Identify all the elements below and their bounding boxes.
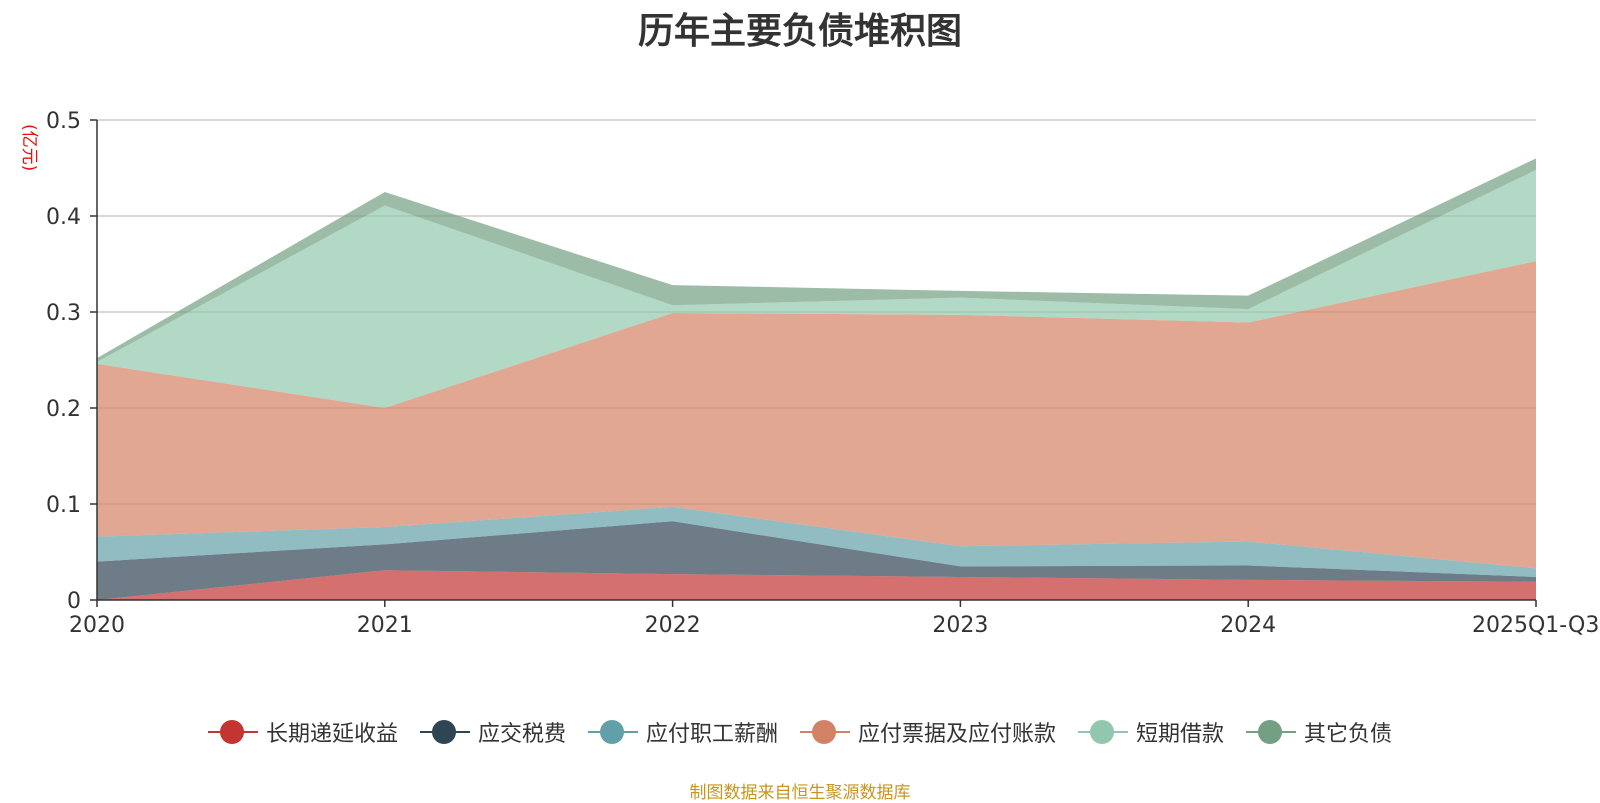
x-tick-label: 2024 [1220,613,1276,638]
y-tick-label: 0.2 [46,397,81,422]
legend-label: 短期借款 [1136,722,1225,747]
legend-item[interactable]: 其它负债 [1246,716,1392,748]
y-tick-label: 0.4 [46,205,81,230]
area-应付票据及应付账款 [97,261,1536,569]
legend-marker-icon [207,719,258,745]
area-短期借款 [97,169,1536,408]
legend-label: 应交税费 [477,722,566,747]
legend-label: 应付职工薪酬 [645,722,778,747]
legend-marker-icon [800,719,850,745]
legend-marker-icon [419,719,470,745]
legend-label: 应付票据及应付账款 [858,722,1057,747]
legend-marker-icon [1246,719,1297,745]
legend-item[interactable]: 应交税费 [419,716,566,748]
y-tick-label: 0.5 [46,109,81,134]
x-tick-label: 2023 [932,613,988,638]
legend-label: 其它负债 [1304,722,1393,747]
axes: 0 0.1 0.2 0.3 0.4 0.5 2020 2021 2022 2023 2024 2025… [46,109,1599,638]
area-应付职工薪酬 [97,506,1536,577]
legend-marker-icon [1078,719,1129,745]
area-长期递延收益 [97,570,1536,600]
stacked-area-chart: 0 0.1 0.2 0.3 0.4 0.5 2020 2021 2022 2023 2024 2025… [46,109,1599,638]
x-tick-label: 2025Q1-Q3 [1472,613,1599,638]
legend-item[interactable]: 短期借款 [1078,716,1224,748]
x-tick-label: 2020 [69,613,125,638]
legend-marker-icon [587,719,638,745]
legend: 长期递延收益 应交税费 应付职工薪酬 应付票据及应付账款 短期借款 其它负债 [0,716,1600,748]
y-tick-label: 0.1 [46,493,81,518]
legend-label: 长期递延收益 [265,722,398,747]
y-tick-label: 0.3 [46,301,81,326]
x-tick-label: 2021 [357,613,413,638]
area-series [97,158,1536,600]
legend-item[interactable]: 应付票据及应付账款 [800,716,1056,748]
legend-item[interactable]: 应付职工薪酬 [587,716,778,748]
data-source-note: 制图数据来自恒生聚源数据库 [689,783,911,803]
area-应交税费 [97,521,1536,600]
x-tick-label: 2022 [645,613,701,638]
legend-item[interactable]: 长期递延收益 [207,716,398,748]
y-tick-label: 0 [67,589,81,614]
chart-title: 历年主要负债堆积图 [637,11,962,52]
